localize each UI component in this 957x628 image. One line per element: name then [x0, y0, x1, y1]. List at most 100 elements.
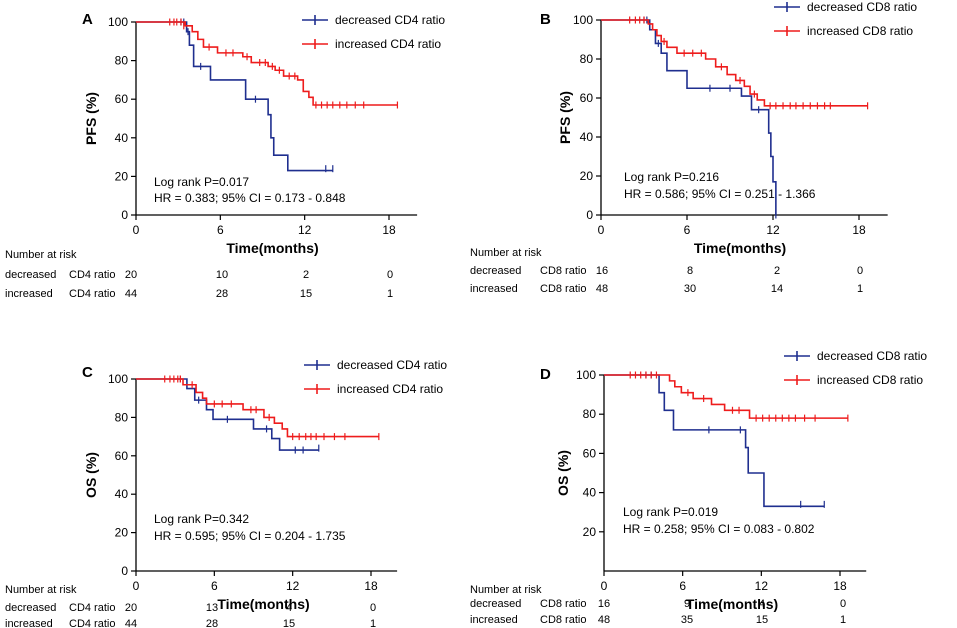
risk-count: 15	[756, 614, 768, 626]
risk-count: 0	[387, 269, 393, 281]
risk-count: 2	[303, 269, 309, 281]
risk-table: Number at risk decreased CD8 ratio 16 8 2 0 inc…	[470, 247, 863, 295]
y-tick-label: 80	[115, 410, 129, 424]
risk-count: 20	[125, 269, 137, 281]
x-tick-label: 0	[601, 579, 608, 593]
risk-row-group: decreased	[5, 269, 56, 281]
y-tick-label: 80	[115, 54, 129, 68]
y-tick-label: 20	[115, 526, 129, 540]
y-axis-title: PFS (%)	[83, 92, 99, 145]
risk-count: 1	[857, 283, 863, 295]
y-tick-label: 20	[115, 169, 129, 183]
stat-annotation: Log rank P=0.017	[154, 175, 249, 189]
x-tick-label: 18	[833, 579, 847, 593]
km-curve-increased	[604, 374, 848, 419]
x-tick-label: 6	[679, 579, 686, 593]
y-axis-title: OS (%)	[555, 450, 571, 496]
risk-count: 1	[840, 614, 846, 626]
x-tick-label: 6	[684, 223, 691, 237]
risk-row-group: decreased	[470, 265, 521, 277]
risk-row-group: decreased	[470, 598, 521, 610]
risk-count: 9	[684, 598, 690, 610]
y-tick-label: 40	[115, 131, 129, 145]
risk-row-group: increased	[470, 614, 518, 626]
y-axis-title: OS (%)	[83, 452, 99, 498]
risk-row-label: CD8 ratio	[540, 614, 586, 626]
risk-count: 15	[283, 618, 295, 628]
y-tick-label: 100	[576, 368, 596, 382]
y-tick-label: 60	[115, 92, 129, 106]
y-tick-label: 0	[586, 208, 593, 222]
km-curve-increased	[136, 21, 398, 106]
legend-label-decreased: decreased CD8 ratio	[817, 349, 927, 363]
x-tick-label: 12	[755, 579, 769, 593]
risk-table: Number at risk decreased CD4 ratio 20 13 4 0 in…	[5, 584, 376, 628]
km-curve-decreased	[136, 378, 319, 451]
stat-annotation: HR = 0.258; 95% CI = 0.083 - 0.802	[623, 522, 815, 536]
risk-count: 1	[387, 288, 393, 300]
risk-count: 4	[759, 598, 765, 610]
y-tick-label: 80	[580, 52, 594, 66]
risk-count: 8	[687, 265, 693, 277]
risk-table: Number at risk decreased CD8 ratio 16 9 4 0 inc…	[470, 584, 846, 626]
risk-count: 0	[370, 602, 376, 614]
km-curve-decreased	[604, 374, 825, 508]
panel-letter: D	[540, 366, 551, 383]
legend-label-decreased: decreased CD4 ratio	[335, 13, 445, 27]
risk-row-group: decreased	[5, 602, 56, 614]
risk-count: 16	[598, 598, 610, 610]
y-tick-label: 20	[580, 169, 594, 183]
risk-count: 1	[370, 618, 376, 628]
risk-row-label: CD8 ratio	[540, 283, 586, 295]
stat-annotation: HR = 0.383; 95% CI = 0.173 - 0.848	[154, 191, 346, 205]
y-axis-title: PFS (%)	[557, 91, 573, 144]
x-axis-title: Time(months)	[686, 596, 778, 612]
y-tick-label: 0	[121, 564, 128, 578]
stat-annotation: HR = 0.595; 95% CI = 0.204 - 1.735	[154, 529, 346, 543]
risk-row-group: increased	[5, 618, 53, 628]
risk-count: 48	[596, 283, 608, 295]
y-tick-label: 0	[121, 208, 128, 222]
risk-row-group: increased	[5, 288, 53, 300]
risk-table-header: Number at risk	[470, 247, 542, 259]
risk-row-label: CD4 ratio	[69, 269, 115, 281]
risk-count: 28	[216, 288, 228, 300]
km-curve-decreased	[601, 19, 777, 215]
y-tick-label: 80	[583, 407, 597, 421]
risk-count: 28	[206, 618, 218, 628]
y-tick-label: 100	[108, 15, 128, 29]
y-tick-label: 20	[583, 525, 597, 539]
risk-count: 0	[857, 265, 863, 277]
panel-letter: B	[540, 11, 551, 28]
risk-count: 16	[596, 265, 608, 277]
risk-count: 4	[286, 602, 292, 614]
x-tick-label: 6	[217, 223, 224, 237]
legend-label-increased: increased CD8 ratio	[807, 24, 913, 38]
risk-count: 2	[774, 265, 780, 277]
risk-table-header: Number at risk	[5, 584, 77, 596]
risk-count: 15	[300, 288, 312, 300]
y-tick-label: 60	[580, 91, 594, 105]
legend-label-decreased: decreased CD4 ratio	[337, 358, 447, 372]
legend-label-increased: increased CD8 ratio	[817, 373, 923, 387]
risk-count: 10	[216, 269, 228, 281]
y-tick-label: 40	[580, 130, 594, 144]
legend-label-increased: increased CD4 ratio	[335, 37, 441, 51]
risk-count: 14	[771, 283, 783, 295]
legend-label-decreased: decreased CD8 ratio	[807, 0, 917, 14]
km-curve-increased	[136, 378, 379, 438]
x-tick-label: 18	[364, 579, 378, 593]
x-tick-label: 12	[766, 223, 780, 237]
km-curve-increased	[601, 19, 868, 107]
x-axis-title: Time(months)	[217, 596, 309, 612]
risk-count: 30	[684, 283, 696, 295]
risk-count: 35	[681, 614, 693, 626]
risk-table-header: Number at risk	[5, 249, 77, 261]
x-axis-title: Time(months)	[694, 240, 786, 256]
y-tick-label: 100	[108, 372, 128, 386]
panel-letter: C	[82, 364, 93, 381]
risk-row-label: CD4 ratio	[69, 288, 115, 300]
